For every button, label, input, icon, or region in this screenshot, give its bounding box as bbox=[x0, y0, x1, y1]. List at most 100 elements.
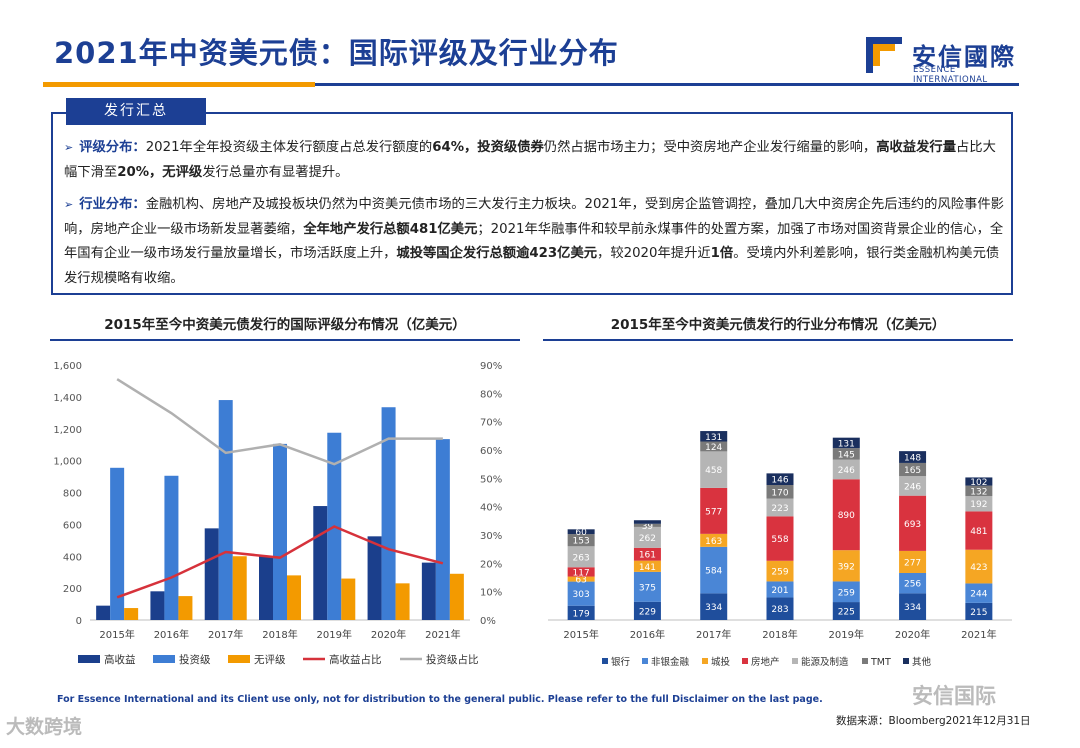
stack-value-label: 246 bbox=[904, 482, 921, 492]
stack-value-label: 141 bbox=[639, 563, 656, 573]
bar-无评级 bbox=[178, 596, 193, 620]
stack-能源及制造 bbox=[899, 476, 927, 496]
industry-text-2: ；2021年华融事件和较早前永煤事件的处置方案，加强了市场对国资背景企业的信心，… bbox=[64, 221, 1004, 262]
x-tick-label: 2019年 bbox=[829, 628, 864, 641]
y-tick-label: 800 bbox=[63, 489, 82, 500]
legend-label: 高收益占比 bbox=[329, 653, 382, 666]
y2-tick-label: 80% bbox=[480, 389, 502, 400]
rating-chart-divider bbox=[50, 339, 520, 341]
stack-value-label: 693 bbox=[904, 520, 921, 530]
stack-银行 bbox=[633, 601, 661, 620]
arrow-bullet-icon: ➢ bbox=[64, 198, 74, 211]
watermark-left: 大数跨境 bbox=[6, 716, 83, 738]
rating-label: 评级分布： bbox=[79, 140, 146, 155]
stack-value-label: 375 bbox=[639, 583, 656, 593]
logo-chinese-name: 安信國際 bbox=[912, 43, 1016, 71]
y2-tick-label: 30% bbox=[480, 531, 502, 542]
stack-非银金融 bbox=[567, 581, 595, 606]
y2-tick-label: 70% bbox=[480, 418, 502, 429]
rating-paragraph: ➢ 评级分布：2021年全年投资级主体发行额度占总发行额度的64%，投资级债券仍然… bbox=[64, 136, 1004, 185]
stack-value-label: 102 bbox=[970, 478, 987, 488]
stack-银行 bbox=[567, 605, 595, 620]
legend-label: 高收益 bbox=[104, 653, 136, 666]
bar-无评级 bbox=[341, 578, 356, 620]
y2-tick-label: 10% bbox=[480, 588, 502, 599]
bar-投资级 bbox=[273, 443, 287, 620]
rating-bold-3: 20%，无评级 bbox=[117, 164, 203, 180]
y-tick-label: 1,400 bbox=[53, 393, 82, 404]
industry-paragraph: ➢ 行业分布：金融机构、房地产及城投板块仍然为中资美元债市场的三大发行主力板块。2… bbox=[64, 193, 1004, 291]
stack-其他 bbox=[633, 520, 661, 524]
stack-非银金融 bbox=[700, 546, 728, 594]
y2-tick-label: 40% bbox=[480, 503, 502, 514]
stack-value-label: 259 bbox=[771, 568, 788, 578]
industry-bold-2: 城投等国企发行总额逾423亿美元 bbox=[396, 246, 598, 261]
y-tick-label: 600 bbox=[63, 520, 82, 531]
stack-value-label: 262 bbox=[639, 534, 656, 544]
legend-label: 非银金融 bbox=[651, 656, 690, 668]
bar-无评级 bbox=[395, 583, 410, 620]
bar-高收益 bbox=[204, 528, 219, 620]
x-tick-label: 2017年 bbox=[208, 628, 243, 641]
stack-value-label: 283 bbox=[771, 605, 788, 615]
stack-房地产 bbox=[766, 516, 794, 561]
y-tick-label: 0 bbox=[76, 616, 82, 627]
company-logo: 安信國際 ESSENCE INTERNATIONAL bbox=[866, 37, 1031, 85]
x-tick-label: 2020年 bbox=[895, 628, 930, 641]
rating-chart: 0 200 400 600 800 1,000 1,200 1,400 1,600 0% 10% 20… bbox=[53, 361, 502, 666]
stack-value-label: 170 bbox=[771, 488, 788, 498]
page-title: 2021年中资美元债：国际评级及行业分布 bbox=[54, 36, 619, 70]
stack-value-label: 161 bbox=[639, 551, 656, 561]
stack-value-label: 153 bbox=[573, 537, 590, 547]
stack-value-label: 229 bbox=[639, 607, 656, 617]
legend-swatch-无评级 bbox=[228, 655, 250, 663]
x-tick-label: 2015年 bbox=[99, 628, 134, 641]
arrow-bullet-icon: ➢ bbox=[64, 141, 74, 154]
stack-TMT bbox=[899, 462, 927, 477]
stack-其他 bbox=[700, 431, 728, 442]
bar-投资级 bbox=[164, 475, 179, 620]
y-tick-label: 1,600 bbox=[53, 361, 82, 372]
stack-value-label: 131 bbox=[838, 439, 855, 449]
legend-swatch-高收益 bbox=[78, 655, 100, 663]
stack-value-label: 246 bbox=[838, 466, 855, 476]
stack-银行 bbox=[766, 597, 794, 620]
stack-value-label: 215 bbox=[970, 608, 987, 618]
stack-能源及制造 bbox=[766, 498, 794, 517]
stack-TMT bbox=[633, 523, 661, 527]
stack-value-label: 117 bbox=[573, 568, 590, 578]
stack-TMT bbox=[700, 441, 728, 452]
stack-value-label: 145 bbox=[838, 450, 855, 460]
industry-chart-divider bbox=[543, 339, 1013, 341]
stack-其他 bbox=[766, 473, 794, 486]
watermark-right: 安信国际 bbox=[912, 684, 996, 708]
stack-value-label: 223 bbox=[771, 504, 788, 514]
y-tick-label: 1,000 bbox=[53, 457, 82, 468]
bar-高收益 bbox=[150, 591, 165, 620]
legend-swatch-城投 bbox=[702, 658, 708, 664]
stack-value-label: 179 bbox=[573, 609, 590, 619]
stack-value-label: 244 bbox=[970, 590, 987, 600]
legend-swatch-TMT bbox=[862, 658, 868, 664]
rating-bold-1: 64%，投资级债券 bbox=[432, 140, 544, 155]
stack-value-label: 163 bbox=[705, 537, 722, 547]
stack-value-label: 192 bbox=[970, 500, 987, 510]
stack-TMT bbox=[766, 485, 794, 499]
stack-非银金融 bbox=[832, 581, 860, 603]
stack-非银金融 bbox=[899, 572, 927, 594]
bar-无评级 bbox=[287, 575, 301, 620]
stack-value-label: 146 bbox=[771, 476, 788, 486]
y2-tick-label: 20% bbox=[480, 559, 502, 570]
x-tick-label: 2020年 bbox=[371, 628, 406, 641]
stack-value-label: 131 bbox=[705, 433, 722, 443]
stack-房地产 bbox=[633, 547, 661, 561]
industry-text-1: 金融机构、房地产及城投板块仍然为中资美元债市场的三大发行主力板块。2021年，受… bbox=[64, 197, 1004, 237]
stack-TMT bbox=[832, 448, 860, 460]
stack-城投 bbox=[965, 549, 993, 584]
legend-swatch-非银金融 bbox=[642, 658, 648, 664]
bar-投资级 bbox=[435, 439, 450, 620]
y2-tick-label: 60% bbox=[480, 446, 502, 457]
logo-mark-icon bbox=[866, 37, 902, 73]
bar-高收益 bbox=[367, 536, 382, 620]
bar-无评级 bbox=[124, 608, 139, 620]
